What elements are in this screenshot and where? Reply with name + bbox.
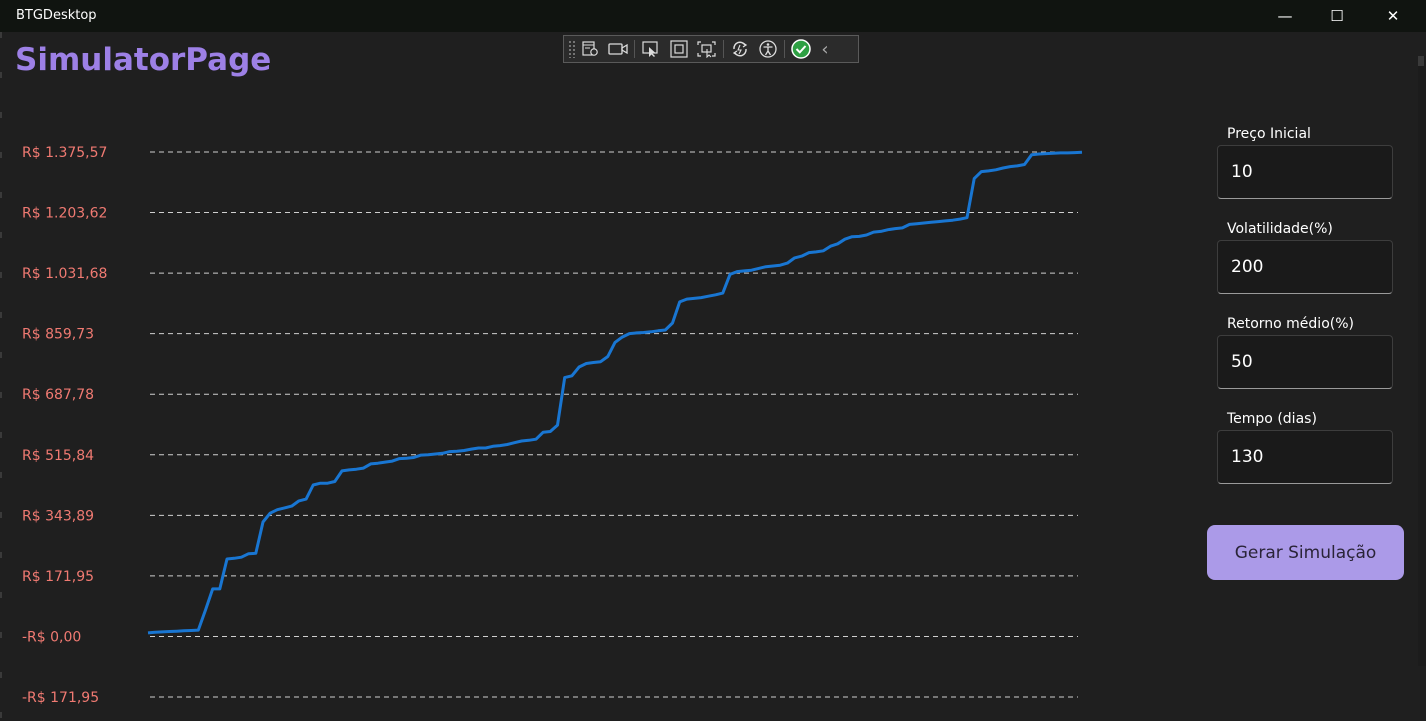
tempo-input[interactable]: [1217, 430, 1393, 484]
app-title: BTGDesktop: [16, 8, 97, 23]
y-tick-label: R$ 859,73: [22, 327, 94, 343]
collapse-chevron-icon[interactable]: ‹: [821, 38, 829, 60]
gerar-simulacao-button[interactable]: Gerar Simulação: [1207, 525, 1404, 580]
volatilidade-label: Volatilidade(%): [1227, 221, 1333, 237]
accessibility-icon[interactable]: [754, 37, 782, 61]
video-icon[interactable]: [604, 37, 632, 61]
price-simulation-chart: R$ 1.375,57 R$ 1.203,62 R$ 1.031,68 R$ 859,…: [22, 145, 1083, 706]
track-focus-icon[interactable]: [693, 37, 721, 61]
y-tick-label: R$ 171,95: [22, 569, 94, 585]
minimize-button[interactable]: —: [1277, 7, 1293, 25]
left-edge-decoration: [0, 32, 2, 721]
preco-inicial-input[interactable]: [1217, 145, 1393, 199]
hot-reload-icon[interactable]: [726, 37, 754, 61]
volatilidade-input[interactable]: [1217, 240, 1393, 294]
page-title: SimulatorPage: [15, 42, 272, 78]
check-ok-icon[interactable]: [787, 37, 815, 61]
y-tick-label: R$ 343,89: [22, 508, 94, 524]
title-bar: BTGDesktop — ☐ ✕: [0, 0, 1426, 32]
close-button[interactable]: ✕: [1386, 7, 1400, 25]
y-tick-label: R$ 1.203,62: [22, 206, 107, 222]
select-element-icon[interactable]: [637, 37, 665, 61]
y-tick-label: R$ 1.031,68: [22, 266, 107, 282]
display-layout-adorners-icon[interactable]: [665, 37, 693, 61]
y-tick-label: -R$ 171,95: [22, 690, 99, 706]
series-line: [147, 150, 1083, 635]
right-scrollbar[interactable]: [1418, 56, 1426, 666]
retorno-medio-label: Retorno médio(%): [1227, 316, 1354, 332]
y-tick-label: R$ 515,84: [22, 448, 94, 464]
live-visual-tree-icon[interactable]: [576, 37, 604, 61]
toolbar-grip[interactable]: [568, 40, 576, 58]
tempo-label: Tempo (dias): [1227, 411, 1317, 427]
retorno-medio-input[interactable]: [1217, 335, 1393, 389]
y-tick-label: R$ 687,78: [22, 387, 94, 403]
y-tick-label: -R$ 0,00: [22, 629, 81, 645]
xaml-runtime-toolbar: ‹: [563, 35, 859, 63]
y-tick-label: R$ 1.375,57: [22, 145, 107, 161]
preco-inicial-label: Preço Inicial: [1227, 126, 1311, 142]
maximize-button[interactable]: ☐: [1330, 7, 1344, 25]
